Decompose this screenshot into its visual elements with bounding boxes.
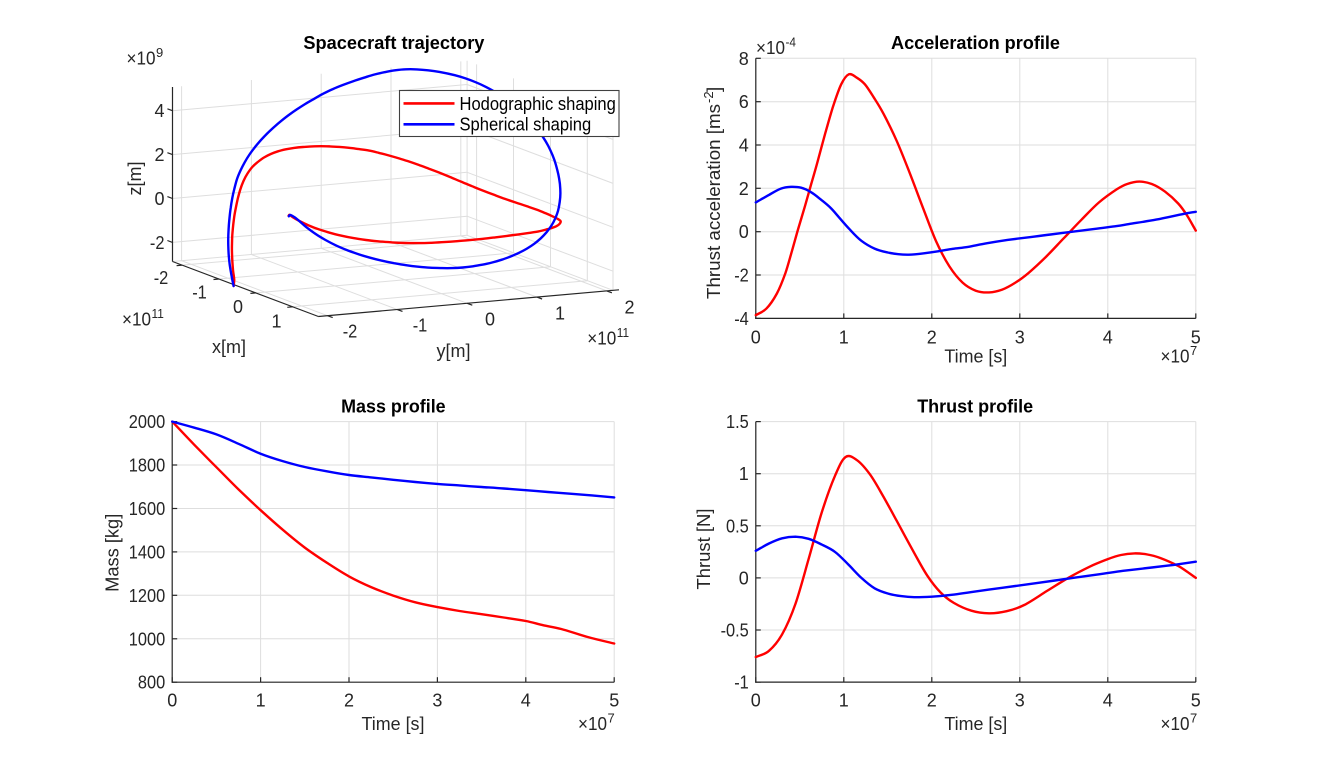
svg-text:1: 1 [739, 464, 749, 484]
svg-text:-1: -1 [192, 283, 207, 303]
svg-text:1: 1 [256, 691, 266, 711]
svg-text:0: 0 [751, 691, 761, 711]
svg-text:-2: -2 [701, 91, 716, 103]
svg-text:11: 11 [152, 306, 164, 321]
svg-text:9: 9 [156, 45, 163, 60]
svg-text:0.5: 0.5 [726, 516, 749, 536]
svg-text:2: 2 [739, 179, 749, 199]
svg-text:1: 1 [839, 327, 849, 347]
svg-text:Time [s]: Time [s] [944, 346, 1007, 367]
svg-text:0: 0 [233, 297, 243, 317]
svg-text:6: 6 [739, 92, 749, 112]
svg-text:×10: ×10 [1161, 714, 1190, 734]
svg-text:-1: -1 [734, 673, 749, 693]
svg-text:z[m]: z[m] [124, 162, 145, 196]
svg-text:2: 2 [154, 145, 164, 165]
svg-text:4: 4 [154, 101, 164, 121]
svg-text:-4: -4 [734, 309, 749, 329]
svg-text:-2: -2 [734, 266, 749, 286]
svg-text:Hodographic shaping: Hodographic shaping [460, 94, 616, 114]
svg-text:Mass [kg]: Mass [kg] [102, 514, 123, 592]
svg-text:4: 4 [1103, 327, 1113, 347]
svg-text:×10: ×10 [1161, 347, 1190, 367]
svg-text:Time [s]: Time [s] [944, 713, 1007, 734]
svg-text:Time [s]: Time [s] [362, 713, 425, 734]
svg-text:1.5: 1.5 [726, 412, 749, 432]
svg-text:8: 8 [739, 49, 749, 69]
svg-text:5: 5 [1191, 327, 1201, 347]
svg-text:0: 0 [739, 222, 749, 242]
svg-text:0: 0 [154, 189, 164, 209]
svg-text:1600: 1600 [129, 499, 165, 519]
svg-text:3: 3 [1015, 691, 1025, 711]
svg-text:-4: -4 [786, 35, 797, 50]
svg-text:-0.5: -0.5 [721, 621, 749, 641]
svg-text:×10: ×10 [122, 310, 151, 330]
svg-text:1800: 1800 [129, 456, 165, 476]
svg-text:-2: -2 [154, 268, 169, 288]
svg-text:1: 1 [555, 304, 565, 324]
svg-text:Thrust acceleration [ms: Thrust acceleration [ms [703, 104, 724, 299]
svg-text:×10: ×10 [127, 49, 156, 69]
svg-text:×10: ×10 [587, 329, 616, 349]
svg-text:-1: -1 [413, 316, 428, 336]
svg-text:x[m]: x[m] [212, 336, 246, 357]
svg-text:7: 7 [1190, 711, 1197, 726]
svg-text:7: 7 [608, 711, 615, 726]
svg-text:3: 3 [432, 691, 442, 711]
svg-text:1: 1 [839, 691, 849, 711]
svg-text:7: 7 [1190, 343, 1197, 358]
svg-text:Spherical shaping: Spherical shaping [460, 115, 592, 135]
svg-text:1000: 1000 [129, 629, 165, 649]
svg-text:0: 0 [485, 310, 495, 330]
svg-text:11: 11 [617, 325, 629, 340]
svg-text:2000: 2000 [129, 412, 165, 432]
svg-text:2: 2 [344, 691, 354, 711]
svg-text:Spacecraft trajectory: Spacecraft trajectory [303, 32, 485, 53]
svg-text:5: 5 [609, 691, 619, 711]
svg-text:0: 0 [167, 691, 177, 711]
svg-text:1400: 1400 [129, 542, 165, 562]
svg-text:2: 2 [927, 691, 937, 711]
svg-text:1: 1 [271, 312, 281, 332]
svg-text:Mass profile: Mass profile [341, 396, 446, 417]
svg-text:800: 800 [138, 673, 165, 693]
svg-text:]: ] [703, 87, 724, 92]
svg-text:4: 4 [1103, 691, 1113, 711]
svg-text:Thrust [N]: Thrust [N] [693, 509, 714, 590]
svg-text:4: 4 [521, 691, 531, 711]
svg-text:2: 2 [927, 327, 937, 347]
svg-text:0: 0 [751, 327, 761, 347]
svg-text:-2: -2 [150, 233, 165, 253]
svg-text:×10: ×10 [756, 38, 785, 58]
svg-text:4: 4 [739, 136, 749, 156]
svg-text:5: 5 [1191, 691, 1201, 711]
svg-text:Thrust profile: Thrust profile [917, 396, 1033, 417]
svg-text:0: 0 [739, 568, 749, 588]
svg-text:y[m]: y[m] [437, 340, 471, 361]
svg-text:Acceleration profile: Acceleration profile [891, 32, 1060, 53]
svg-text:1200: 1200 [129, 586, 165, 606]
svg-text:×10: ×10 [578, 714, 607, 734]
svg-text:2: 2 [624, 298, 634, 318]
svg-text:3: 3 [1015, 327, 1025, 347]
svg-text:-2: -2 [343, 322, 358, 342]
